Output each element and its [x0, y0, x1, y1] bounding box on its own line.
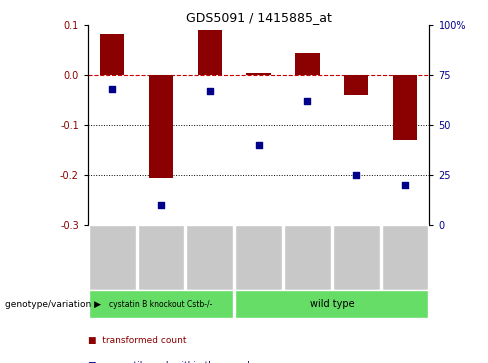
Point: [352, 172, 360, 178]
Text: genotype/variation ▶: genotype/variation ▶: [5, 299, 101, 309]
Bar: [198, 30, 222, 75]
Text: ■  percentile rank within the sample: ■ percentile rank within the sample: [88, 361, 255, 363]
Bar: [100, 34, 124, 75]
Text: cystatin B knockout Cstb-/-: cystatin B knockout Cstb-/-: [109, 299, 213, 309]
Point: [108, 86, 116, 92]
Title: GDS5091 / 1415885_at: GDS5091 / 1415885_at: [186, 11, 331, 24]
Point: [206, 88, 214, 94]
Bar: [295, 53, 320, 75]
Text: wild type: wild type: [309, 299, 354, 309]
Text: ■  transformed count: ■ transformed count: [88, 336, 186, 345]
Bar: [344, 75, 368, 95]
Bar: [246, 73, 271, 75]
Point: [255, 142, 263, 148]
Point: [157, 202, 165, 208]
Point: [401, 182, 409, 188]
Point: [304, 98, 311, 104]
Bar: [149, 75, 173, 178]
Bar: [393, 75, 417, 140]
